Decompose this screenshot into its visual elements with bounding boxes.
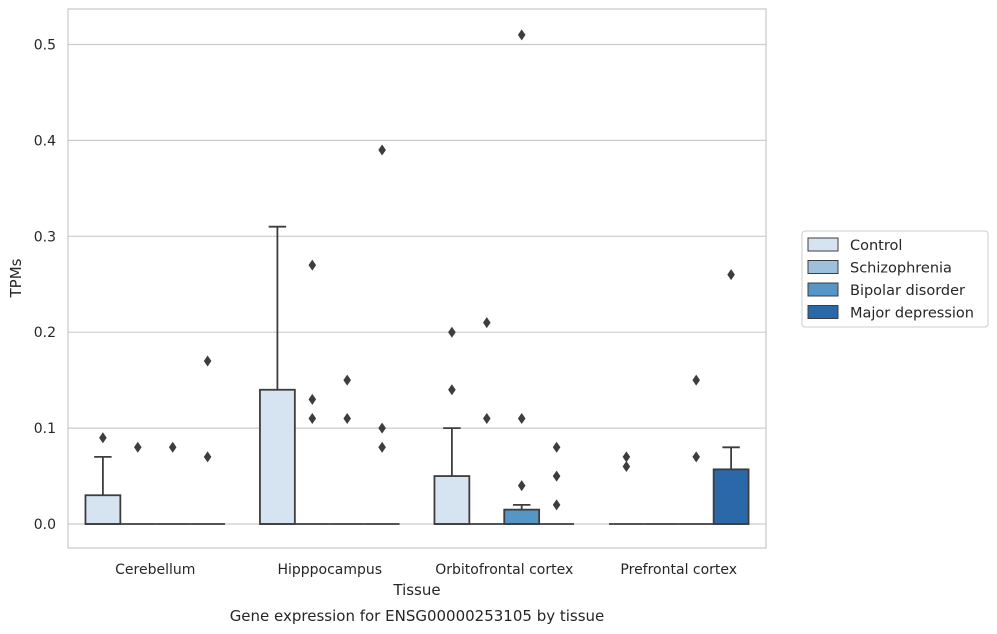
outlier-point	[448, 384, 456, 396]
outlier-point	[692, 374, 700, 386]
outlier-point	[378, 144, 386, 156]
y-axis-label: TPMs	[7, 258, 25, 298]
y-tick-label: 0.4	[34, 133, 56, 149]
outlier-point	[343, 413, 351, 425]
legend: Control Schizophrenia Bipolar disorder Majo…	[801, 230, 989, 328]
outlier-point	[343, 374, 351, 386]
box	[84, 494, 122, 525]
outlier-point	[203, 355, 212, 367]
legend-swatch	[807, 260, 839, 274]
outlier-point	[308, 259, 317, 271]
outlier-point	[517, 480, 526, 492]
outlier-point	[203, 451, 212, 463]
outlier-point	[99, 432, 107, 444]
chart-caption: Gene expression for ENSG00000253105 by t…	[230, 607, 605, 625]
outlier-point	[622, 460, 631, 472]
box	[712, 468, 750, 525]
outlier-point	[517, 29, 526, 41]
outlier-point	[378, 441, 386, 453]
legend-swatch	[807, 237, 839, 252]
outlier-point	[727, 269, 735, 281]
outlier-point	[622, 451, 631, 463]
outlier-point	[378, 422, 386, 434]
legend-label: Control	[850, 238, 902, 254]
outlier-point	[308, 393, 317, 405]
legend-label: Bipolar disorder	[850, 283, 965, 299]
x-tick-label: Orbitofrontal cortex	[435, 562, 573, 578]
box	[503, 508, 541, 525]
y-tick-label: 0.3	[34, 229, 56, 245]
legend-label: Major depression	[850, 306, 974, 322]
y-tick-labels: 0.0 0.1 0.2 0.3 0.4 0.5	[34, 37, 56, 533]
outlier-point	[483, 317, 491, 329]
outlier-point	[517, 413, 526, 425]
outlier-point	[483, 413, 491, 425]
outlier-point	[552, 441, 561, 453]
y-tick-label: 0.1	[34, 421, 56, 437]
outlier-point	[552, 470, 561, 482]
legend-swatch	[807, 282, 839, 297]
plot-area	[67, 8, 767, 549]
x-tick-labels: Cerebellum Hipppocampus Orbitofrontal cort…	[115, 562, 737, 578]
y-tick-label: 0.0	[34, 517, 56, 533]
x-axis-label: Tissue	[392, 581, 440, 599]
box	[259, 388, 296, 525]
x-tick-label: Prefrontal cortex	[620, 562, 737, 578]
x-tick-label: Hipppocampus	[277, 562, 382, 578]
outlier-point	[552, 499, 561, 511]
y-tick-label: 0.5	[34, 37, 56, 53]
outlier-point	[448, 326, 456, 338]
legend-swatch	[807, 305, 839, 319]
x-tick-label: Cerebellum	[115, 562, 195, 578]
legend-label: Schizophrenia	[850, 261, 952, 277]
outlier-point	[308, 413, 317, 425]
y-tick-label: 0.2	[34, 325, 56, 341]
outlier-point	[134, 441, 142, 453]
outlier-point	[168, 441, 177, 453]
legend-frame	[801, 230, 989, 328]
box	[433, 475, 471, 525]
outlier-point	[692, 451, 700, 463]
boxplot-marks	[84, 29, 750, 525]
